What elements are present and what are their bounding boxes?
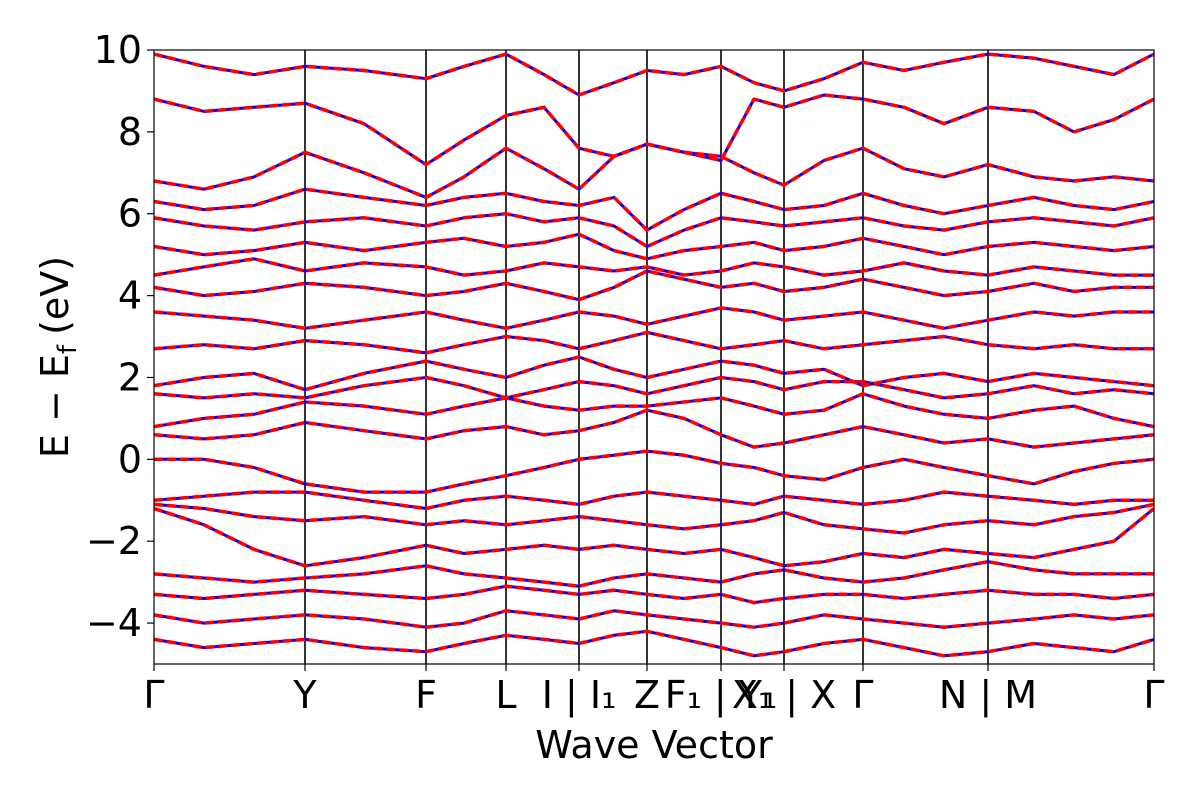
y-axis-title-main: E − E bbox=[33, 354, 77, 458]
y-tick-label-5: 6 bbox=[118, 192, 142, 236]
band-line-red-15 bbox=[154, 257, 1154, 277]
band-line-red-8 bbox=[154, 408, 1154, 449]
band-line-red-1 bbox=[154, 609, 1154, 629]
band-line-red-14 bbox=[154, 269, 1154, 302]
band-line-blue-12 bbox=[154, 330, 1154, 355]
band-line-blue-0 bbox=[154, 629, 1154, 658]
y-tick-label-2: 0 bbox=[118, 437, 142, 481]
kpath-divider-lines bbox=[304, 50, 989, 664]
y-axis-title-sub: f bbox=[53, 344, 83, 354]
x-tick-label-7: X₁ | X bbox=[732, 673, 836, 718]
band-line-blue-18 bbox=[154, 187, 1154, 232]
band-line-blue-10 bbox=[154, 376, 1154, 400]
band-line-blue-5 bbox=[154, 502, 1154, 535]
band-line-red-20 bbox=[154, 93, 1154, 167]
y-axis-ticks: −4 −2 0 2 4 6 8 10 bbox=[86, 28, 154, 645]
band-line-red-18 bbox=[154, 187, 1154, 232]
band-line-red-21 bbox=[154, 52, 1154, 97]
band-line-red-12 bbox=[154, 330, 1154, 355]
y-axis-title: E − Ef (eV) bbox=[33, 256, 83, 458]
y-tick-label-6: 8 bbox=[118, 110, 142, 154]
band-line-blue-11 bbox=[154, 355, 1154, 392]
band-line-blue-14 bbox=[154, 269, 1154, 302]
x-axis-title: Wave Vector bbox=[535, 723, 773, 767]
band-line-red-2 bbox=[154, 584, 1154, 605]
band-line-red-7 bbox=[154, 449, 1154, 494]
band-line-red-9 bbox=[154, 392, 1154, 429]
band-line-blue-7 bbox=[154, 449, 1154, 494]
band-lines bbox=[154, 52, 1154, 658]
band-line-red-13 bbox=[154, 306, 1154, 331]
y-tick-label-0: −4 bbox=[86, 601, 142, 645]
x-tick-label-9: N | M bbox=[939, 673, 1037, 718]
y-tick-label-3: 2 bbox=[118, 355, 142, 399]
band-line-red-0 bbox=[154, 629, 1154, 658]
band-line-red-3 bbox=[154, 559, 1154, 588]
band-line-red-6 bbox=[154, 490, 1154, 511]
band-line-red-17 bbox=[154, 211, 1154, 249]
band-line-red-4 bbox=[154, 506, 1154, 568]
band-line-red-5 bbox=[154, 502, 1154, 535]
y-axis-title-unit: (eV) bbox=[33, 256, 77, 335]
band-line-red-11 bbox=[154, 355, 1154, 392]
x-tick-label-6: F₁ | Y₁ bbox=[665, 673, 778, 718]
y-tick-label-7: 10 bbox=[94, 28, 142, 72]
x-tick-label-4: I | I₁ bbox=[542, 673, 617, 718]
x-tick-label-8: Γ bbox=[852, 673, 873, 717]
x-tick-label-2: F bbox=[415, 673, 437, 717]
x-tick-label-3: L bbox=[495, 673, 516, 717]
x-tick-label-5: Z bbox=[634, 673, 660, 717]
band-line-red-10 bbox=[154, 375, 1154, 400]
band-line-red-16 bbox=[154, 232, 1154, 261]
plot-frame bbox=[153, 49, 1155, 665]
x-tick-label-1: Y bbox=[292, 673, 317, 717]
x-tick-label-10: Γ bbox=[1143, 673, 1164, 717]
band-line-blue-4 bbox=[154, 507, 1154, 568]
y-tick-label-4: 4 bbox=[118, 274, 142, 318]
x-tick-label-0: Γ bbox=[143, 673, 164, 717]
band-line-blue-21 bbox=[154, 52, 1154, 97]
band-line-blue-6 bbox=[154, 490, 1154, 510]
y-tick-label-1: −2 bbox=[86, 519, 142, 563]
